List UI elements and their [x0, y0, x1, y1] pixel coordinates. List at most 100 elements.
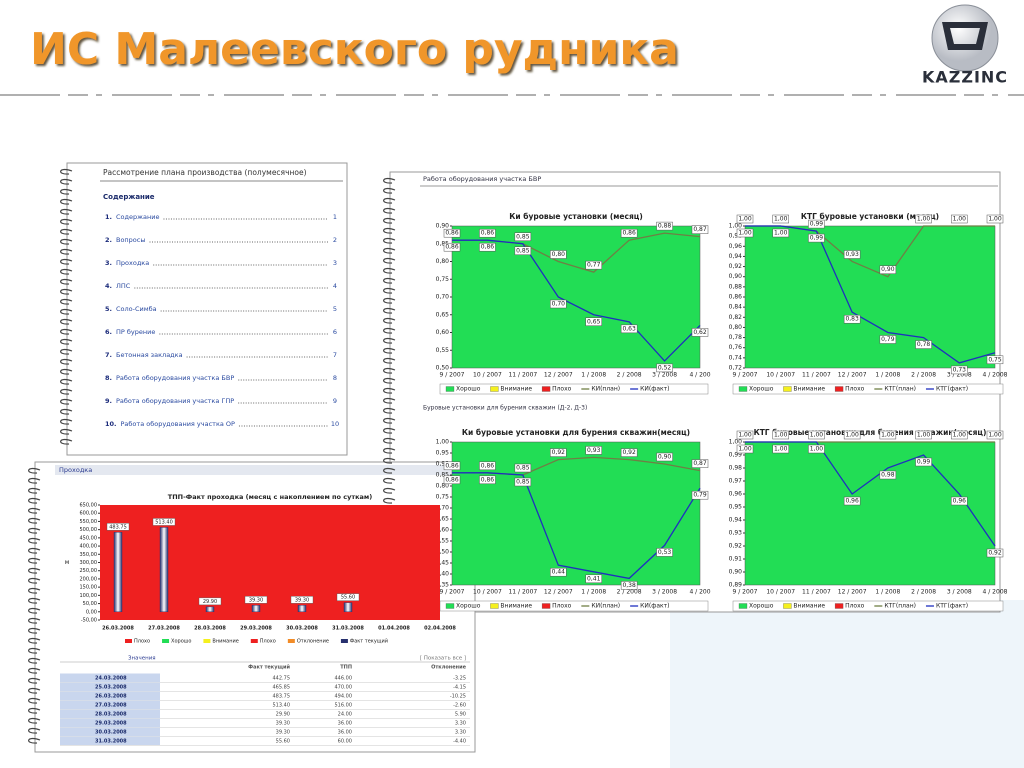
decor — [670, 600, 1024, 768]
binding-ring — [28, 727, 41, 734]
data-label: 0,98 — [881, 472, 895, 479]
y-tick-label: 0,93 — [729, 530, 743, 537]
item-number: 7. — [105, 351, 112, 359]
binding-ring — [28, 737, 41, 744]
table-header: ТПП — [340, 665, 352, 671]
y-tick-label: 100,00 — [80, 593, 98, 599]
label-box — [843, 250, 861, 259]
legend-label: Факт текущий — [350, 638, 388, 645]
binding-ring — [60, 368, 73, 375]
chart-title: КТГ буровые установки (месяц) — [801, 212, 939, 221]
label-box — [691, 328, 709, 337]
x-tick-label: 30.03.2008 — [286, 626, 318, 632]
binding-ring — [383, 317, 396, 324]
binding-ring — [28, 617, 41, 624]
y-tick-label: 0,91 — [729, 556, 743, 563]
binding-ring — [28, 547, 41, 554]
binding-ring — [383, 477, 396, 484]
item-number: 1. — [105, 213, 112, 221]
line — [745, 441, 996, 547]
item-text: Работа оборудования участка ОР — [121, 420, 236, 428]
label-box — [620, 324, 638, 334]
data-label: 1,00 — [953, 432, 967, 439]
label-box — [550, 448, 567, 457]
table-cell: 55.60 — [276, 739, 290, 745]
x-tick-label: 12 / 2007 — [838, 372, 867, 379]
y-tick-label: 0,99 — [729, 452, 743, 459]
y-tick-label: 0,97 — [729, 478, 743, 485]
table-cell: -4.15 — [453, 685, 466, 691]
y-tick-label: 0,95 — [436, 450, 450, 457]
x-tick-label: 11 / 2007 — [802, 372, 831, 379]
label-box — [772, 430, 789, 440]
legend-box — [732, 383, 1004, 395]
data-label: 0,86 — [445, 462, 459, 469]
chart-title: ТПП-Факт проходка (месяц с накоплением п… — [168, 493, 372, 501]
x-tick-label: 10 / 2007 — [473, 372, 502, 379]
table-cell: 36.00 — [338, 721, 352, 727]
x-tick-label: 02.04.2008 — [424, 626, 456, 632]
y-tick-label: 200,00 — [80, 576, 98, 582]
y-tick-label: 0,96 — [729, 491, 743, 498]
contents-title: Рассмотрение плана производства (полумес… — [103, 168, 307, 177]
data-label: 1,00 — [738, 216, 752, 223]
row-head-bg — [60, 691, 160, 700]
row-head-bg — [60, 682, 160, 691]
label-box — [585, 574, 602, 584]
y-tick-label: 0,50 — [436, 365, 450, 372]
table-cell: 3.30 — [455, 730, 466, 736]
data-label: 1,00 — [988, 432, 1002, 439]
data-label: 0,93 — [587, 447, 601, 454]
legend-label: Внимание — [500, 386, 532, 393]
binding-ring — [60, 358, 73, 365]
y-tick-label: 550,00 — [80, 519, 98, 525]
legend-box — [732, 600, 1004, 612]
y-tick-label: 0,80 — [436, 258, 450, 265]
y-tick-label: 0,55 — [436, 538, 450, 545]
y-tick-label: 350,00 — [80, 552, 98, 558]
binding-ring — [28, 567, 41, 574]
data-label: 0,75 — [988, 356, 1002, 363]
x-tick-label: 9 / 2007 — [440, 372, 465, 379]
y-tick-label: 0,89 — [729, 582, 743, 589]
table-cell: 446.00 — [335, 676, 353, 682]
binding-ring — [60, 318, 73, 325]
y-tick-label: 0,85 — [436, 472, 450, 479]
data-label: 0,92 — [552, 449, 566, 456]
binding-ring — [60, 298, 73, 305]
x-tick-label: 2 / 2008 — [617, 589, 642, 596]
x-tick-label: 12 / 2007 — [544, 372, 573, 379]
legend-swatch — [340, 639, 348, 643]
data-label: 0,92 — [988, 550, 1002, 557]
x-tick-label: 4 / 200 — [689, 372, 710, 379]
binding-ring — [28, 687, 41, 694]
item-text: ПР бурение — [116, 328, 155, 336]
label-box — [514, 477, 532, 487]
y-tick-label: 0,94 — [729, 517, 743, 524]
x-tick-label: 29.03.2008 — [240, 626, 272, 632]
table-cell: 442.75 — [273, 676, 291, 682]
table-cell: -10.25 — [450, 694, 466, 700]
y-tick-label: 50,00 — [83, 601, 97, 607]
x-tick-label: 3 / 2008 — [652, 589, 677, 596]
data-label: 0,53 — [658, 549, 672, 556]
y-tick-label: 0,82 — [729, 314, 743, 321]
data-label: 55.60 — [341, 595, 355, 601]
label-box — [951, 496, 968, 506]
panel-title: Работа оборудования участка БВР — [423, 175, 541, 183]
data-label: 0,73 — [953, 366, 967, 373]
label-box — [620, 581, 638, 590]
binding-ring — [60, 258, 73, 265]
logo-shape — [942, 22, 988, 50]
legend-swatch — [250, 639, 258, 643]
y-tick-label: 0,40 — [436, 571, 450, 578]
y-tick-label: 450,00 — [80, 535, 98, 541]
table-action[interactable]: [ Показать все ] — [420, 656, 466, 662]
table-cell: 39.30 — [276, 730, 290, 736]
data-label: 0,88 — [658, 223, 672, 230]
legend-label: КТГ(план) — [884, 386, 916, 393]
item-number: 9. — [105, 397, 112, 405]
binding-ring — [28, 627, 41, 634]
y-tick-label: 300,00 — [80, 560, 98, 566]
